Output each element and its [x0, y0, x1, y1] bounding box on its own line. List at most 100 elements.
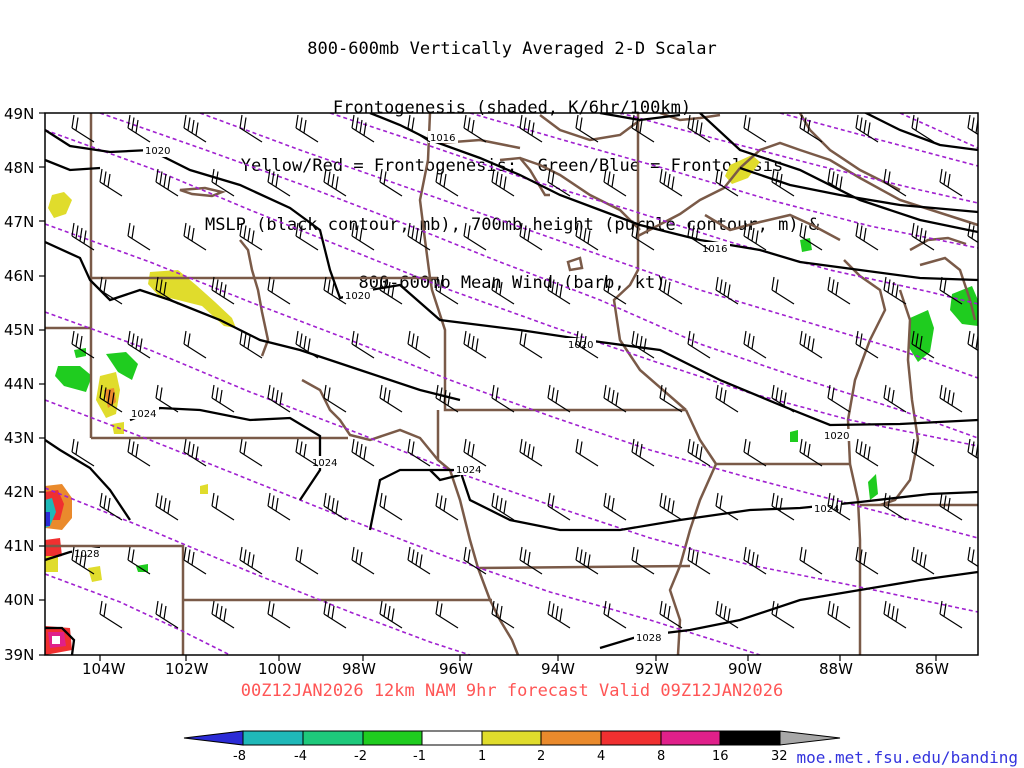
- wind-barb: [771, 600, 795, 629]
- wind-barb: [463, 114, 487, 143]
- wind-barb: [771, 384, 795, 413]
- mslp-label: 1020: [145, 146, 170, 157]
- wind-barb: [883, 384, 907, 413]
- wind-barb: [491, 600, 515, 629]
- wind-barb: [631, 222, 655, 251]
- wind-barb: [351, 330, 375, 359]
- wind-barb: [155, 276, 179, 305]
- wind-barb: [687, 114, 711, 143]
- wind-barb: [323, 168, 347, 197]
- wind-barb: [603, 276, 627, 305]
- wind-barb: [855, 114, 879, 143]
- wind-barb: [687, 546, 711, 575]
- wind-barb: [435, 276, 459, 305]
- colorbar-swatch: [421, 730, 483, 746]
- colorbar-label: 16: [712, 749, 729, 764]
- wind-barb: [743, 114, 767, 143]
- wind-barb: [603, 600, 627, 629]
- mslp-label: 1024: [312, 458, 337, 469]
- lat-label: 42N: [4, 483, 34, 501]
- wind-barb: [155, 600, 179, 629]
- wind-barb: [575, 546, 599, 575]
- colorbar-swatch: [481, 730, 542, 746]
- wind-barb: [519, 330, 543, 359]
- wind-barb: [659, 600, 683, 629]
- wind-barb: [911, 114, 935, 143]
- wind-barb: [463, 546, 487, 575]
- wind-barb: [155, 384, 179, 413]
- wind-barb: [435, 384, 459, 413]
- lat-label: 39N: [4, 646, 34, 664]
- colorbar-label: -2: [354, 749, 367, 764]
- mslp-label: 1016: [430, 133, 455, 144]
- lon-label: 92W: [635, 660, 669, 678]
- wind-barb: [631, 114, 655, 143]
- wind-barb: [939, 600, 963, 629]
- wind-barb: [211, 384, 235, 413]
- wind-barb: [267, 168, 291, 197]
- wind-barb: [827, 276, 851, 305]
- wind-barb: [659, 168, 683, 197]
- wind-barb: [631, 546, 655, 575]
- colorbar-label: -1: [413, 749, 426, 764]
- colorbar-swatch: [600, 730, 662, 746]
- fronto-blob: [148, 270, 236, 328]
- lat-label: 49N: [4, 105, 34, 123]
- wind-barb: [743, 546, 767, 575]
- wind-barb: [659, 492, 683, 521]
- wind-barb: [99, 168, 123, 197]
- wind-barb: [883, 600, 907, 629]
- wind-barb: [463, 222, 487, 251]
- wind-barb: [323, 384, 347, 413]
- lon-label: 100W: [258, 660, 302, 678]
- colorbar-label: -8: [233, 749, 246, 764]
- wind-barb: [295, 222, 319, 251]
- colorbar-label: 2: [537, 749, 545, 764]
- lat-label: 45N: [4, 321, 34, 339]
- colorbar-swatch: [540, 730, 602, 746]
- frontolysis-blob: [790, 430, 798, 442]
- wind-barb: [407, 546, 431, 575]
- wind-barb: [939, 384, 963, 413]
- wind-barb: [407, 114, 431, 143]
- frontolysis-blob: [908, 310, 934, 362]
- wind-barb: [575, 438, 599, 467]
- wind-barb: [799, 222, 823, 251]
- wind-barb: [547, 276, 571, 305]
- wind-barb: [491, 168, 515, 197]
- lat-label: 44N: [4, 375, 34, 393]
- wind-barb: [603, 168, 627, 197]
- lat-label: 41N: [4, 537, 34, 555]
- longitude-axis: 104W 102W 100W 98W 96W 94W 92W 90W 88W 8…: [82, 655, 949, 678]
- lat-label: 48N: [4, 159, 34, 177]
- wind-barb: [771, 276, 795, 305]
- wind-barb: [323, 600, 347, 629]
- colorbar-swatch: [660, 730, 721, 746]
- mslp-label: 1028: [636, 633, 661, 644]
- frontolysis-blob: [45, 512, 50, 526]
- colorbar-swatch: [719, 730, 781, 746]
- wind-barb: [491, 492, 515, 521]
- wind-barb: [715, 168, 739, 197]
- wind-barb: [99, 276, 123, 305]
- mslp-label: 1024: [814, 504, 839, 515]
- mslp-label: 1024: [456, 465, 481, 476]
- frontolysis-blob: [136, 564, 148, 572]
- wind-barb: [127, 330, 151, 359]
- wind-barb: [99, 492, 123, 521]
- wind-barb: [407, 438, 431, 467]
- colorbar-label: 8: [657, 749, 665, 764]
- colorbar: -8 -4 -2 -1 1 2 4 8 16 32: [183, 730, 841, 764]
- wind-barb: [603, 492, 627, 521]
- lon-label: 96W: [439, 660, 473, 678]
- wind-barb: [659, 384, 683, 413]
- wind-barb: [155, 168, 179, 197]
- valid-time-text: 00Z12JAN2026 12km NAM 9hr forecast Valid…: [240, 681, 784, 701]
- wind-barb: [967, 222, 978, 244]
- wind-barb: [687, 222, 711, 251]
- colorbar-swatch: [779, 730, 841, 746]
- wind-barb: [71, 114, 95, 143]
- wind-barb: [967, 330, 978, 352]
- wind-barb: [99, 384, 123, 413]
